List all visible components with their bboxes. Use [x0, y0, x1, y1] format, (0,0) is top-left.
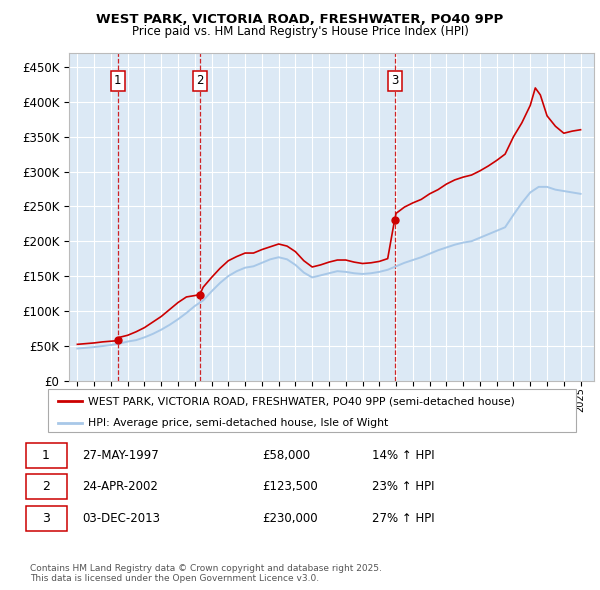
Text: Price paid vs. HM Land Registry's House Price Index (HPI): Price paid vs. HM Land Registry's House … — [131, 25, 469, 38]
Text: 24-APR-2002: 24-APR-2002 — [82, 480, 158, 493]
FancyBboxPatch shape — [48, 389, 576, 432]
Text: 1: 1 — [114, 74, 121, 87]
Text: 23% ↑ HPI: 23% ↑ HPI — [372, 480, 435, 493]
Text: 1: 1 — [42, 449, 50, 462]
Text: 2: 2 — [196, 74, 203, 87]
FancyBboxPatch shape — [26, 443, 67, 468]
Text: £123,500: £123,500 — [262, 480, 317, 493]
Text: WEST PARK, VICTORIA ROAD, FRESHWATER, PO40 9PP: WEST PARK, VICTORIA ROAD, FRESHWATER, PO… — [97, 13, 503, 26]
Text: 2: 2 — [42, 480, 50, 493]
Text: 3: 3 — [42, 512, 50, 525]
Text: £230,000: £230,000 — [262, 512, 317, 525]
Text: HPI: Average price, semi-detached house, Isle of Wight: HPI: Average price, semi-detached house,… — [88, 418, 388, 428]
Text: £58,000: £58,000 — [262, 449, 310, 462]
Text: 3: 3 — [391, 74, 398, 87]
Text: WEST PARK, VICTORIA ROAD, FRESHWATER, PO40 9PP (semi-detached house): WEST PARK, VICTORIA ROAD, FRESHWATER, PO… — [88, 396, 514, 407]
FancyBboxPatch shape — [26, 506, 67, 530]
Text: 27% ↑ HPI: 27% ↑ HPI — [372, 512, 435, 525]
Text: 14% ↑ HPI: 14% ↑ HPI — [372, 449, 435, 462]
Text: 03-DEC-2013: 03-DEC-2013 — [82, 512, 160, 525]
Text: 27-MAY-1997: 27-MAY-1997 — [82, 449, 159, 462]
Text: Contains HM Land Registry data © Crown copyright and database right 2025.
This d: Contains HM Land Registry data © Crown c… — [30, 563, 382, 583]
FancyBboxPatch shape — [26, 474, 67, 499]
